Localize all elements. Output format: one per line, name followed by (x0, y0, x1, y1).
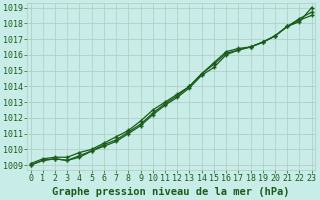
X-axis label: Graphe pression niveau de la mer (hPa): Graphe pression niveau de la mer (hPa) (52, 187, 290, 197)
